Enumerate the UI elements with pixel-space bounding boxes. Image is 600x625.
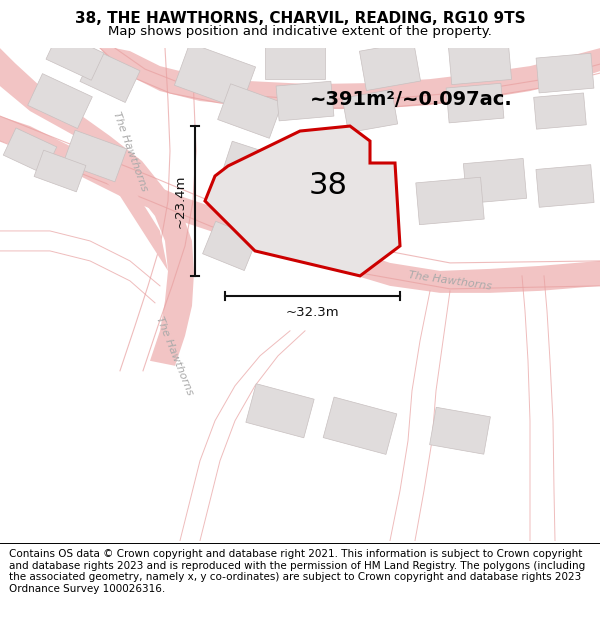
Polygon shape: [536, 53, 594, 93]
Polygon shape: [205, 126, 400, 276]
Polygon shape: [0, 48, 194, 366]
Text: The Hawthorns: The Hawthorns: [155, 315, 196, 397]
Polygon shape: [343, 89, 398, 132]
Polygon shape: [218, 84, 283, 138]
Polygon shape: [430, 408, 490, 454]
Polygon shape: [28, 74, 92, 129]
Polygon shape: [359, 42, 421, 91]
Text: ~32.3m: ~32.3m: [286, 306, 340, 319]
Polygon shape: [46, 32, 104, 80]
Polygon shape: [246, 384, 314, 438]
Polygon shape: [80, 50, 140, 102]
Polygon shape: [534, 93, 586, 129]
Polygon shape: [63, 130, 127, 182]
Text: ~391m²/~0.097ac.: ~391m²/~0.097ac.: [310, 89, 513, 109]
Text: 38, THE HAWTHORNS, CHARVIL, READING, RG10 9TS: 38, THE HAWTHORNS, CHARVIL, READING, RG1…: [74, 11, 526, 26]
Polygon shape: [34, 150, 86, 192]
Text: Map shows position and indicative extent of the property.: Map shows position and indicative extent…: [108, 24, 492, 38]
Polygon shape: [175, 43, 256, 109]
Text: Contains OS data © Crown copyright and database right 2021. This information is : Contains OS data © Crown copyright and d…: [9, 549, 585, 594]
Polygon shape: [448, 42, 512, 84]
Text: The Hawthorns: The Hawthorns: [408, 270, 492, 292]
Text: 38: 38: [309, 171, 348, 200]
Polygon shape: [276, 81, 334, 121]
Polygon shape: [212, 141, 318, 231]
Polygon shape: [416, 177, 484, 225]
Polygon shape: [203, 221, 257, 271]
Text: ~23.4m: ~23.4m: [174, 174, 187, 228]
Polygon shape: [80, 146, 168, 271]
Polygon shape: [100, 48, 600, 109]
Polygon shape: [463, 159, 527, 204]
Polygon shape: [446, 83, 504, 123]
Polygon shape: [265, 44, 325, 79]
Polygon shape: [0, 116, 600, 293]
Polygon shape: [323, 397, 397, 454]
Polygon shape: [536, 164, 594, 208]
Polygon shape: [3, 128, 57, 174]
Text: The Hawthorns: The Hawthorns: [111, 110, 149, 192]
